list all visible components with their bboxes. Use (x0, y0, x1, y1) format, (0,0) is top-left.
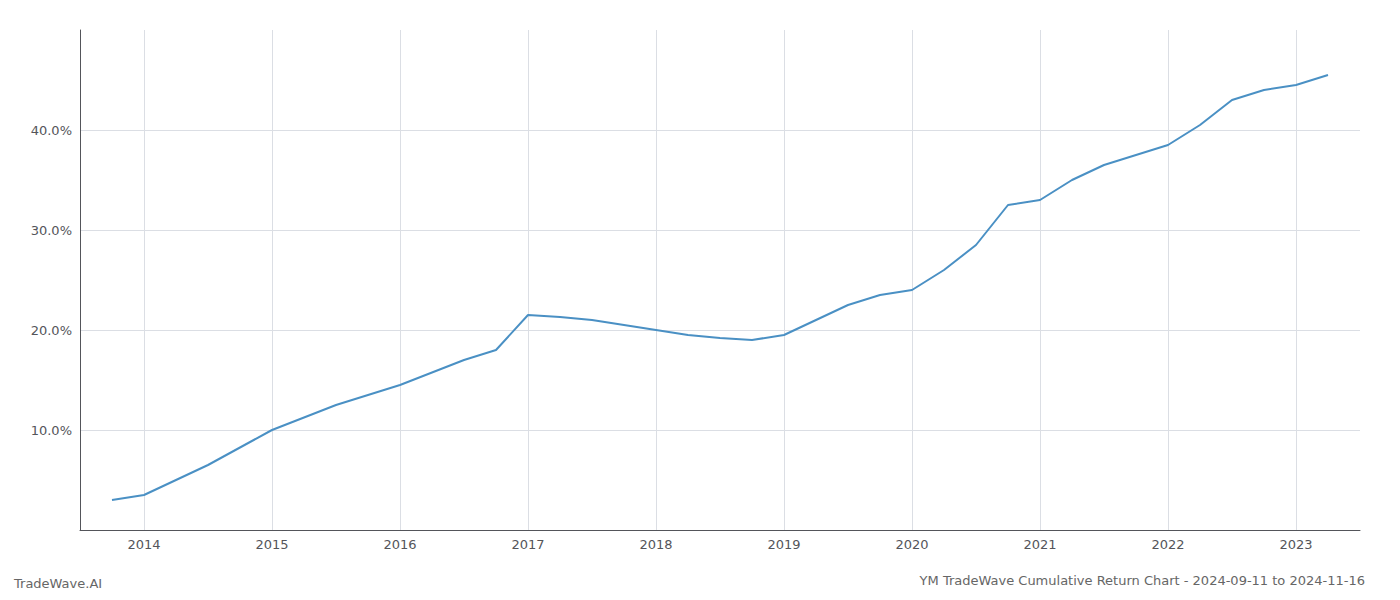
svg-text:2021: 2021 (1023, 537, 1056, 552)
svg-text:10.0%: 10.0% (31, 423, 72, 438)
svg-text:30.0%: 30.0% (31, 223, 72, 238)
svg-text:20.0%: 20.0% (31, 323, 72, 338)
svg-text:2019: 2019 (767, 537, 800, 552)
svg-text:2014: 2014 (127, 537, 160, 552)
svg-text:2017: 2017 (511, 537, 544, 552)
svg-text:2015: 2015 (255, 537, 288, 552)
svg-text:TradeWave.AI: TradeWave.AI (13, 576, 102, 591)
svg-text:2020: 2020 (895, 537, 928, 552)
svg-text:2023: 2023 (1279, 537, 1312, 552)
svg-text:YM TradeWave Cumulative Return: YM TradeWave Cumulative Return Chart - 2… (919, 573, 1365, 588)
svg-text:2018: 2018 (639, 537, 672, 552)
svg-text:2022: 2022 (1151, 537, 1184, 552)
svg-text:2016: 2016 (383, 537, 416, 552)
svg-text:40.0%: 40.0% (31, 123, 72, 138)
